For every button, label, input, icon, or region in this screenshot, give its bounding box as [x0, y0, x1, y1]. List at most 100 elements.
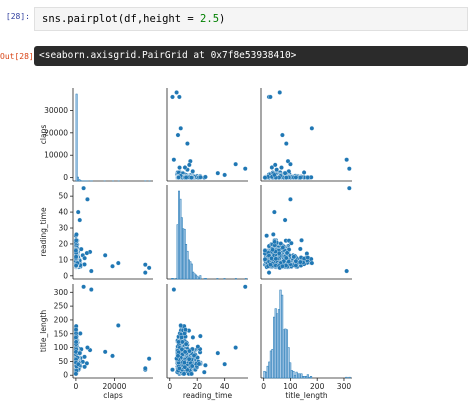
scatter-point	[77, 331, 83, 336]
scatter-point	[297, 246, 303, 252]
output-prompt: Out[28]:	[0, 52, 39, 61]
scatter-point	[284, 250, 290, 256]
scatter-point	[176, 94, 182, 100]
scatter-point	[189, 175, 194, 180]
scatter-point	[75, 209, 81, 215]
scatter-point	[77, 217, 83, 223]
scatter-point	[309, 260, 315, 266]
scatter-point	[288, 161, 293, 167]
scatter-point	[73, 254, 79, 260]
scatter-point	[82, 262, 87, 267]
scatter-point	[309, 125, 315, 131]
scatter-point	[82, 354, 87, 360]
scatter-point	[277, 90, 283, 95]
scatter-point	[280, 245, 286, 250]
scatter-point	[185, 141, 190, 146]
scatter-point	[110, 263, 115, 269]
code-cell-input[interactable]: sns.pairplot(df,height = 2.5)	[34, 7, 468, 31]
code-call: sns.pairplot(df,height =	[42, 13, 201, 25]
histogram-bar	[216, 278, 219, 280]
scatter-point	[346, 185, 352, 191]
scatter-point	[270, 232, 276, 237]
scatter-point	[272, 172, 277, 178]
scatter-point	[142, 365, 148, 371]
scatter-point	[174, 90, 179, 95]
scatter-point	[344, 157, 350, 163]
scatter-point	[170, 94, 175, 100]
scatter-point	[269, 255, 274, 261]
code-number: 2.5	[200, 13, 220, 25]
scatter-point	[142, 270, 148, 276]
code-close: )	[219, 13, 226, 25]
scatter-point	[288, 240, 294, 246]
scatter-point	[282, 170, 288, 176]
scatter-point	[293, 175, 299, 180]
scatter-point	[273, 256, 279, 262]
scatter-point	[293, 263, 299, 268]
input-prompt: [28]:	[5, 12, 30, 21]
scatter-point	[115, 260, 121, 266]
histogram-bar	[199, 275, 202, 280]
scatter-point	[283, 255, 289, 261]
scatter-point	[288, 196, 293, 202]
scatter-point	[264, 233, 270, 239]
scatter-point	[282, 217, 288, 223]
scatter-point	[73, 335, 79, 340]
histogram-bar	[77, 176, 79, 182]
scatter-point	[344, 268, 350, 274]
scatter-point	[176, 175, 182, 180]
scatter-point	[178, 125, 184, 131]
scatter-point	[301, 170, 307, 175]
scatter-point	[88, 287, 94, 292]
scatter-point	[297, 175, 303, 180]
scatter-point	[305, 255, 311, 260]
scatter-point	[142, 262, 148, 268]
scatter-point	[272, 239, 278, 245]
histogram-bar	[172, 278, 175, 280]
scatter-point	[215, 170, 221, 176]
histogram-bar	[244, 278, 247, 280]
scatter-point	[102, 252, 108, 258]
scatter-point	[222, 172, 228, 178]
scatter-point	[88, 268, 94, 274]
scatter-point	[84, 250, 90, 256]
scatter-point	[73, 263, 79, 268]
scatter-point	[279, 165, 284, 170]
scatter-point	[233, 161, 239, 167]
histogram-bar	[234, 278, 237, 280]
scatter-point	[190, 168, 196, 174]
scatter-point	[85, 345, 90, 350]
scatter-point	[297, 259, 303, 265]
scatter-point	[115, 323, 121, 328]
scatter-point	[74, 232, 79, 237]
scatter-point	[283, 175, 289, 180]
scatter-point	[267, 262, 273, 268]
scatter-point	[82, 255, 87, 261]
scatter-point	[177, 165, 182, 170]
scatter-point	[262, 175, 268, 180]
scatter-point	[102, 349, 108, 355]
scatter-point	[299, 237, 304, 243]
scatter-point	[75, 361, 81, 367]
scatter-point	[183, 175, 189, 180]
histogram-bar	[205, 278, 207, 280]
scatter-point	[242, 166, 248, 172]
scatter-point	[146, 265, 152, 271]
code-cell-output: <seaborn.axisgrid.PairGrid at 0x7f8e5393…	[34, 46, 468, 66]
scatter-point	[85, 196, 90, 202]
scatter-point	[73, 371, 79, 377]
scatter-point	[293, 258, 299, 264]
scatter-point	[291, 254, 297, 260]
scatter-point	[267, 94, 273, 100]
scatter-point	[269, 165, 275, 170]
scatter-point	[197, 174, 203, 180]
scatter-point	[280, 132, 285, 138]
scatter-point	[182, 165, 188, 170]
scatter-point	[262, 248, 268, 254]
scatter-point	[73, 237, 79, 243]
scatter-point	[305, 175, 311, 180]
scatter-point	[186, 162, 192, 168]
scatter-point	[171, 157, 177, 163]
scatter-point	[81, 185, 86, 191]
